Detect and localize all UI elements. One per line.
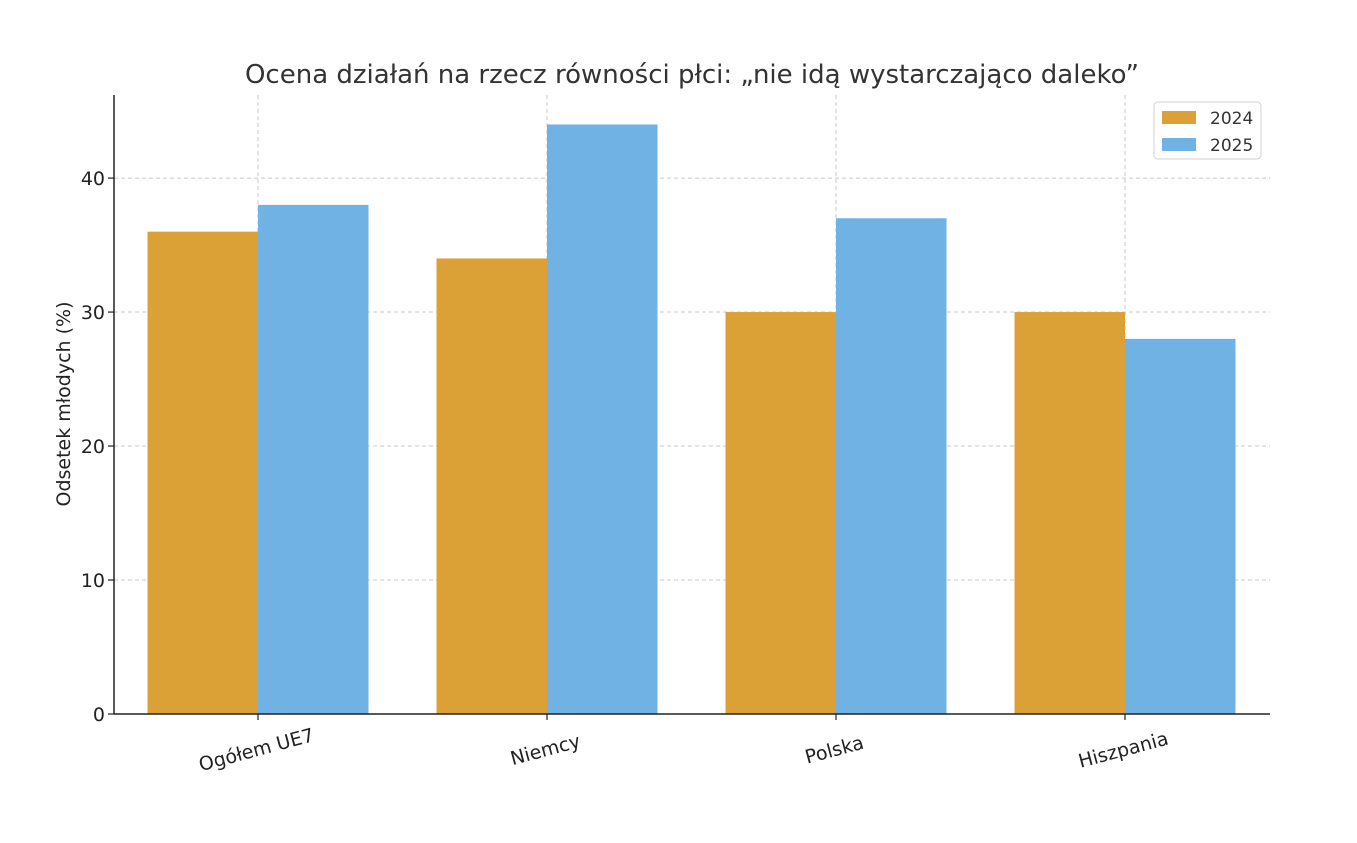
cropped-text-fragment: [34, 838, 1304, 843]
legend-swatch-2024: [1162, 111, 1196, 124]
bar-2024-ogółem-ue7: [147, 231, 258, 714]
legend-swatch-2025: [1162, 138, 1196, 151]
y-tick-label: 10: [81, 570, 105, 592]
bars-layer: [147, 124, 1236, 715]
axes-layer: [113, 95, 1270, 715]
bar-2025-polska: [836, 218, 947, 714]
bar-2024-hiszpania: [1014, 312, 1125, 714]
y-axis-label: Odsetek młodych (%): [53, 301, 75, 506]
y-tick-label: 30: [81, 302, 105, 324]
x-tick-label: Niemcy: [508, 730, 583, 770]
x-tick-label: Polska: [803, 732, 867, 769]
y-tick-label: 40: [81, 168, 105, 190]
x-tick-label: Hiszpania: [1076, 728, 1171, 773]
y-tick-label: 20: [81, 436, 105, 458]
legend-label-2025: 2025: [1210, 136, 1253, 156]
bar-2025-hiszpania: [1125, 338, 1236, 714]
bar-2024-niemcy: [436, 258, 547, 714]
chart-title: Ocena działań na rzecz równości płci: „n…: [245, 60, 1139, 90]
y-tick-label: 0: [93, 704, 105, 726]
legend: 2024 2025: [1153, 101, 1262, 160]
x-tick-label: Ogółem UE7: [196, 724, 316, 776]
bar-2024-polska: [725, 312, 836, 714]
legend-label-2024: 2024: [1210, 109, 1253, 129]
bar-2025-ogółem-ue7: [258, 204, 369, 715]
bar-2025-niemcy: [547, 124, 658, 714]
